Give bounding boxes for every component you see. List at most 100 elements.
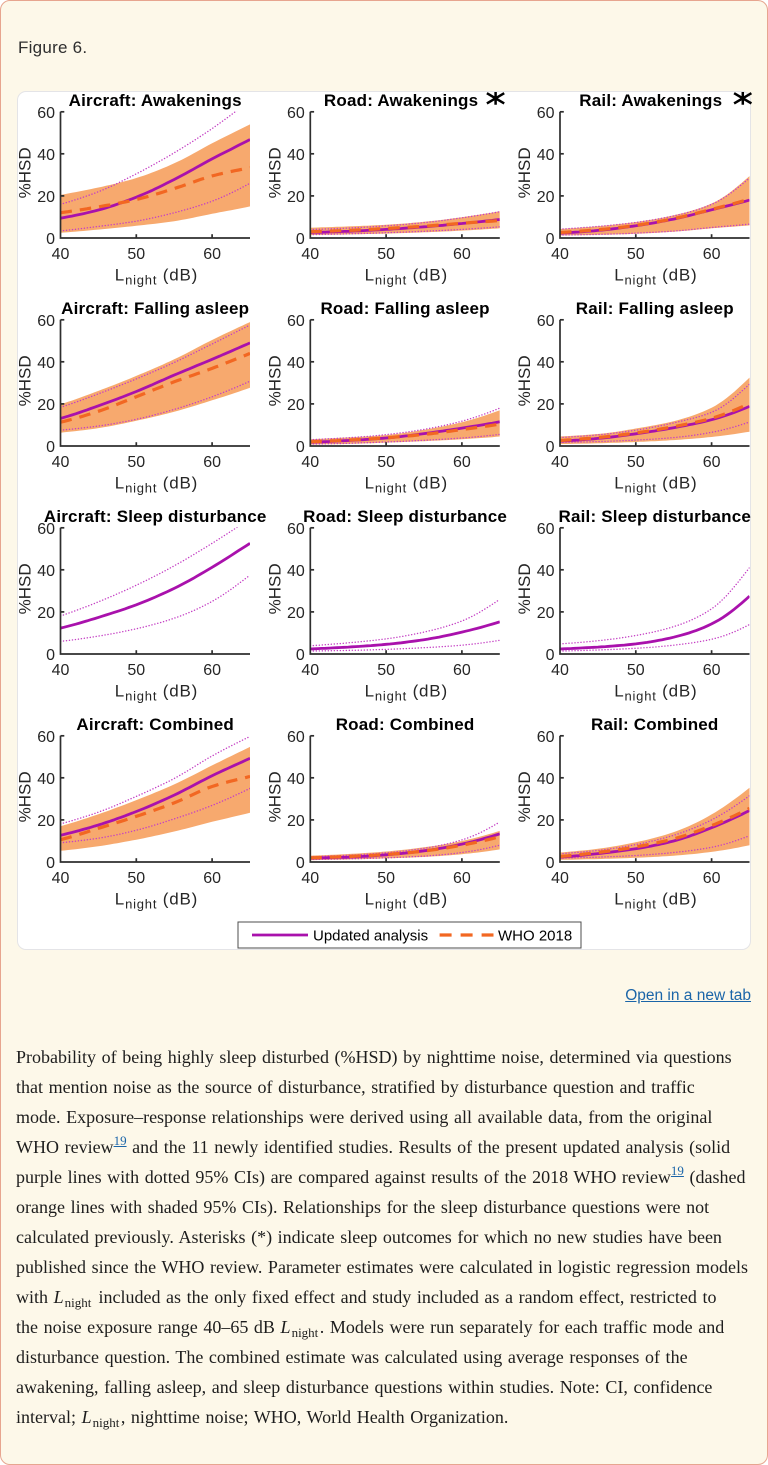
svg-text:%HSD: %HSD (18, 771, 35, 822)
svg-text:60: 60 (287, 729, 305, 746)
svg-text:20: 20 (287, 813, 305, 830)
svg-text:50: 50 (127, 246, 145, 263)
svg-text:60: 60 (453, 870, 471, 887)
svg-text:50: 50 (377, 870, 395, 887)
svg-text:40: 40 (301, 454, 319, 471)
svg-text:0: 0 (546, 439, 555, 456)
svg-text:60: 60 (537, 313, 555, 330)
svg-text:0: 0 (296, 231, 305, 248)
svg-text:60: 60 (537, 521, 555, 538)
svg-text:20: 20 (537, 397, 555, 414)
svg-text:40: 40 (37, 355, 55, 372)
svg-text:20: 20 (287, 605, 305, 622)
svg-text:0: 0 (46, 855, 55, 872)
svg-text:60: 60 (37, 313, 55, 330)
svg-text:20: 20 (37, 189, 55, 206)
svg-text:60: 60 (453, 246, 471, 263)
svg-text:40: 40 (551, 246, 569, 263)
svg-text:60: 60 (703, 454, 721, 471)
svg-text:%HSD: %HSD (265, 563, 284, 614)
svg-text:%HSD: %HSD (18, 563, 35, 614)
svg-text:50: 50 (627, 246, 645, 263)
svg-text:20: 20 (37, 813, 55, 830)
svg-text:60: 60 (203, 870, 221, 887)
svg-text:Aircraft: Combined: Aircraft: Combined (76, 715, 234, 734)
svg-text:40: 40 (52, 454, 70, 471)
svg-text:40: 40 (37, 771, 55, 788)
svg-text:0: 0 (546, 855, 555, 872)
svg-text:Lnight (dB): Lnight (dB) (365, 889, 448, 911)
svg-text:60: 60 (203, 662, 221, 679)
svg-text:Aircraft: Sleep disturbance: Aircraft: Sleep disturbance (44, 507, 267, 526)
svg-text:40: 40 (551, 662, 569, 679)
svg-text:Lnight (dB): Lnight (dB) (115, 473, 198, 495)
svg-text:60: 60 (703, 246, 721, 263)
svg-text:40: 40 (287, 563, 305, 580)
svg-text:50: 50 (377, 454, 395, 471)
svg-text:60: 60 (703, 662, 721, 679)
svg-text:0: 0 (546, 647, 555, 664)
svg-text:0: 0 (296, 439, 305, 456)
svg-text:60: 60 (287, 105, 305, 122)
svg-text:Lnight (dB): Lnight (dB) (115, 681, 198, 703)
svg-text:40: 40 (287, 355, 305, 372)
svg-text:Lnight (dB): Lnight (dB) (115, 265, 198, 287)
svg-text:Aircraft: Awakenings: Aircraft: Awakenings (69, 92, 242, 110)
svg-text:50: 50 (377, 246, 395, 263)
svg-text:%HSD: %HSD (515, 563, 534, 614)
svg-text:Rail: Sleep disturbance: Rail: Sleep disturbance (558, 507, 751, 526)
svg-text:60: 60 (203, 246, 221, 263)
svg-text:40: 40 (37, 147, 55, 164)
svg-text:Lnight (dB): Lnight (dB) (614, 473, 697, 495)
svg-text:60: 60 (37, 521, 55, 538)
svg-text:50: 50 (627, 662, 645, 679)
svg-text:60: 60 (537, 105, 555, 122)
svg-text:40: 40 (551, 870, 569, 887)
svg-text:40: 40 (52, 662, 70, 679)
svg-text:Lnight (dB): Lnight (dB) (614, 889, 697, 911)
svg-text:%HSD: %HSD (265, 771, 284, 822)
svg-text:%HSD: %HSD (18, 147, 35, 198)
svg-text:50: 50 (627, 870, 645, 887)
svg-text:Road: Falling asleep: Road: Falling asleep (320, 299, 489, 318)
svg-text:40: 40 (52, 870, 70, 887)
svg-text:20: 20 (287, 189, 305, 206)
svg-text:20: 20 (37, 605, 55, 622)
svg-text:Lnight (dB): Lnight (dB) (365, 681, 448, 703)
svg-text:%HSD: %HSD (265, 355, 284, 406)
svg-text:Updated analysis: Updated analysis (313, 928, 428, 945)
svg-text:40: 40 (37, 563, 55, 580)
svg-text:%HSD: %HSD (515, 147, 534, 198)
svg-text:40: 40 (287, 147, 305, 164)
svg-text:20: 20 (287, 397, 305, 414)
svg-text:%HSD: %HSD (18, 355, 35, 406)
svg-text:Road: Combined: Road: Combined (336, 715, 475, 734)
svg-text:0: 0 (46, 231, 55, 248)
svg-text:Lnight (dB): Lnight (dB) (365, 265, 448, 287)
svg-text:50: 50 (127, 870, 145, 887)
svg-text:50: 50 (627, 454, 645, 471)
svg-text:0: 0 (546, 231, 555, 248)
svg-text:WHO 2018: WHO 2018 (498, 928, 572, 945)
svg-text:40: 40 (537, 563, 555, 580)
svg-text:20: 20 (537, 605, 555, 622)
svg-text:20: 20 (537, 189, 555, 206)
svg-text:%HSD: %HSD (515, 771, 534, 822)
svg-text:40: 40 (537, 355, 555, 372)
svg-text:50: 50 (377, 662, 395, 679)
svg-text:0: 0 (46, 647, 55, 664)
svg-text:Rail: Awakenings: Rail: Awakenings (579, 92, 722, 110)
svg-text:Lnight (dB): Lnight (dB) (614, 681, 697, 703)
svg-text:60: 60 (453, 662, 471, 679)
svg-text:Aircraft: Falling asleep: Aircraft: Falling asleep (61, 299, 249, 318)
svg-text:60: 60 (703, 870, 721, 887)
svg-text:40: 40 (551, 454, 569, 471)
svg-text:%HSD: %HSD (265, 147, 284, 198)
svg-text:60: 60 (537, 729, 555, 746)
svg-text:0: 0 (296, 647, 305, 664)
svg-text:0: 0 (46, 439, 55, 456)
svg-text:0: 0 (296, 855, 305, 872)
svg-text:60: 60 (287, 313, 305, 330)
svg-text:Rail: Falling asleep: Rail: Falling asleep (576, 299, 734, 318)
svg-text:%HSD: %HSD (515, 355, 534, 406)
